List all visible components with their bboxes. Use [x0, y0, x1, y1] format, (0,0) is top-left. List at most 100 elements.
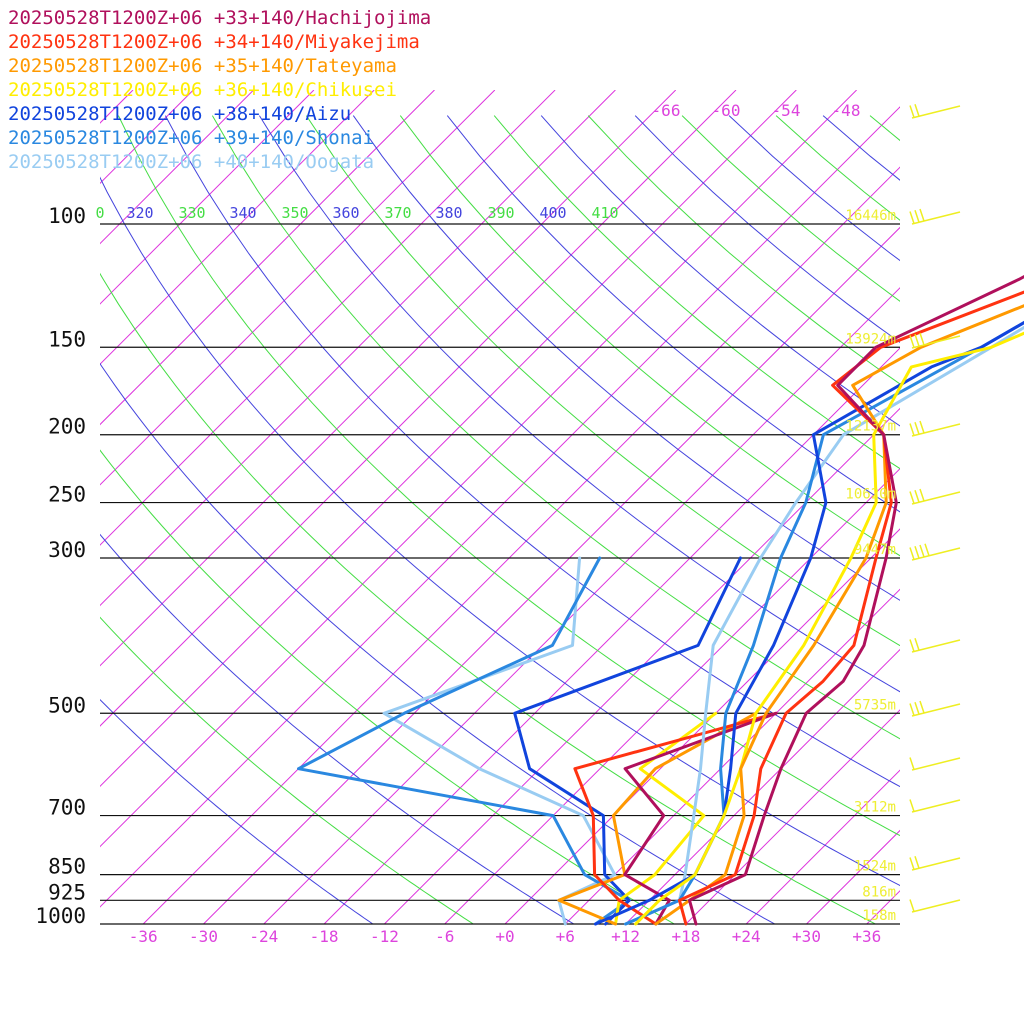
adiabat-line: [917, 116, 1024, 924]
wind-barb-flag: [914, 490, 920, 503]
isotherm-line: [100, 106, 900, 908]
x-tick-label: -12: [370, 927, 399, 946]
wind-barb-flag: [909, 547, 915, 560]
wind-barb-flag: [924, 543, 930, 556]
adiabat-line: [100, 616, 474, 924]
dewpoint-line: [297, 556, 631, 926]
height-label: 1524m: [854, 859, 896, 875]
wind-barb-flag: [909, 857, 915, 870]
x-tick-label: +36: [852, 927, 881, 946]
legend-entry: 20250528T1200Z+06 +39+140/Shonai: [8, 127, 375, 149]
adiabat-line: [100, 698, 374, 924]
adiabat-line: [964, 116, 1024, 924]
wind-barb-flag: [919, 208, 925, 222]
x-tick-label: -18: [310, 927, 339, 946]
theta-label: 0: [95, 204, 104, 222]
isotherm-line: [100, 90, 797, 788]
wind-barb-flag: [909, 899, 915, 912]
adiabat-line: [100, 272, 876, 924]
height-label: 10620m: [845, 487, 896, 503]
isotherm-line: [0, 90, 12, 924]
dewpoint-line: [557, 711, 758, 926]
wind-barb-flag: [909, 335, 915, 348]
temperature-line: [688, 275, 1024, 926]
upper-temp-label: -66: [652, 101, 681, 120]
wind-barb-flag: [914, 546, 920, 559]
wind-barbs: [909, 104, 961, 913]
adiabat-line: [775, 115, 900, 221]
height-label: 3112m: [854, 800, 896, 816]
label-layer: 100 16446m 150 13924m 200 12137m 250 10620m 300 9…: [35, 101, 896, 946]
dewpoint-line: [573, 711, 778, 926]
adiabat-line: [100, 533, 575, 924]
isotherm-line: [927, 90, 1024, 924]
pressure-label: 925: [48, 880, 86, 904]
pressure-label: 100: [48, 204, 86, 228]
isobar-grid: [100, 223, 900, 925]
wind-barb-flag: [909, 799, 915, 812]
temperature-line: [654, 304, 1024, 926]
x-tick-label: +24: [732, 927, 761, 946]
isotherm-line: [564, 588, 900, 924]
adiabat-line: [164, 115, 900, 788]
isotherm-line: [100, 90, 737, 727]
wind-barb: [911, 491, 961, 505]
wind-barb-flag: [914, 334, 920, 347]
wind-barb-flag: [914, 104, 920, 117]
wind-barb-flag: [914, 638, 920, 651]
wind-barb-flag: [909, 703, 915, 716]
height-label: 12137m: [845, 419, 896, 435]
legend-entry: 20250528T1200Z+06 +34+140/Miyakejima: [8, 31, 420, 53]
isotherm-line: [100, 90, 315, 305]
isotherm-line: [100, 90, 435, 426]
isotherm-line: [987, 90, 1024, 924]
pressure-label: 850: [48, 855, 86, 879]
theta-label: 320: [126, 204, 153, 222]
wind-barb-flag: [914, 422, 920, 435]
wind-barb-flag: [919, 488, 925, 502]
isotherm-line: [323, 347, 900, 924]
temperature-line: [634, 331, 1024, 926]
wind-barb: [911, 423, 961, 437]
isotherm-line: [142, 166, 900, 924]
pressure-label: 150: [48, 327, 86, 351]
adiabat-line: [100, 176, 900, 887]
height-label: 9447m: [854, 542, 896, 558]
isotherm-line: [100, 90, 677, 667]
height-label: 16446m: [845, 208, 896, 224]
x-tick-label: -24: [249, 927, 278, 946]
wind-barb: [911, 857, 961, 871]
x-tick-label: -30: [189, 927, 218, 946]
isotherm-line: [100, 90, 496, 486]
upper-temp-label: -60: [712, 101, 741, 120]
x-tick-label: +12: [611, 927, 640, 946]
adiabat-grid: [100, 115, 1024, 924]
wind-barb-flag: [909, 491, 915, 504]
adiabat-line: [352, 115, 900, 601]
pressure-label: 200: [48, 415, 86, 439]
x-tick-label: +30: [792, 927, 821, 946]
theta-label: 360: [332, 204, 359, 222]
isotherm-line: [263, 287, 900, 924]
pressure-label: 500: [48, 693, 86, 717]
wind-barb: [911, 547, 961, 561]
legend-entry: 20250528T1200Z+06 +33+140/Hachijojima: [8, 7, 432, 29]
height-label: 158m: [862, 908, 896, 924]
adiabat-line: [493, 115, 900, 470]
theta-label: 350: [281, 204, 308, 222]
pressure-label: 300: [48, 538, 86, 562]
isotherm-grid: [0, 90, 1024, 924]
isotherm-line: [745, 769, 900, 924]
isotherm-line: [504, 528, 900, 924]
isotherm-line: [806, 829, 900, 924]
isotherm-line: [685, 709, 900, 924]
wind-barb: [911, 335, 961, 349]
isotherm-line: [100, 90, 857, 848]
wind-barb: [911, 899, 961, 913]
x-tick-label: +0: [495, 927, 514, 946]
height-label: 13924m: [845, 331, 896, 347]
adiabat-line: [211, 115, 900, 740]
legend-entry: 20250528T1200Z+06 +40+140/Oogata: [8, 151, 375, 173]
theta-label: 370: [384, 204, 411, 222]
